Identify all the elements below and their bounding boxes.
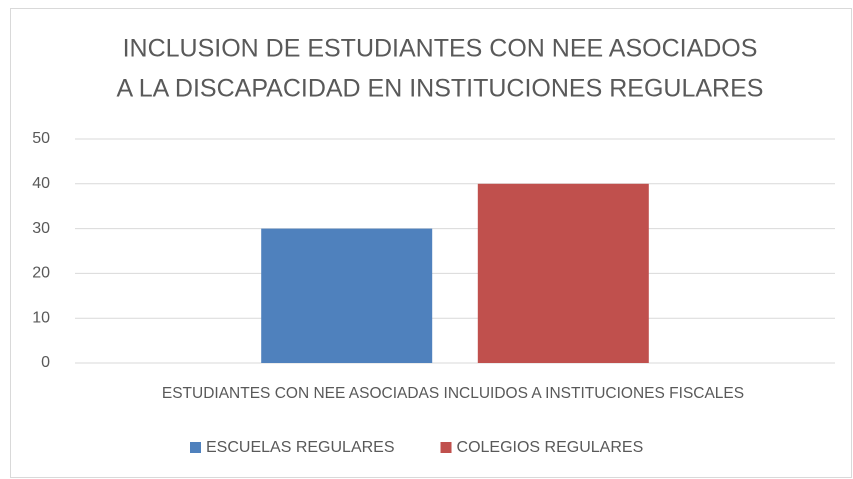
legend-label: ESCUELAS REGULARES: [206, 439, 395, 456]
y-tick-label: 30: [32, 220, 50, 237]
legend-swatch: [190, 442, 201, 453]
chart-title: INCLUSION DE ESTUDIANTES CON NEE ASOCIAD…: [123, 35, 758, 63]
y-tick-label: 10: [32, 309, 50, 326]
legend-label: COLEGIOS REGULARES: [457, 439, 644, 456]
legend-swatch: [440, 442, 452, 453]
y-tick-label: 20: [32, 265, 50, 282]
y-tick-label: 40: [32, 175, 50, 192]
y-tick-label: 50: [32, 130, 50, 147]
bar: [261, 228, 433, 363]
y-tick-label: 0: [41, 354, 50, 371]
bar: [477, 183, 649, 363]
chart-title: A LA DISCAPACIDAD EN INSTITUCIONES REGUL…: [117, 75, 764, 103]
x-tick-label: ESTUDIANTES CON NEE ASOCIADAS INCLUIDOS …: [162, 385, 744, 402]
